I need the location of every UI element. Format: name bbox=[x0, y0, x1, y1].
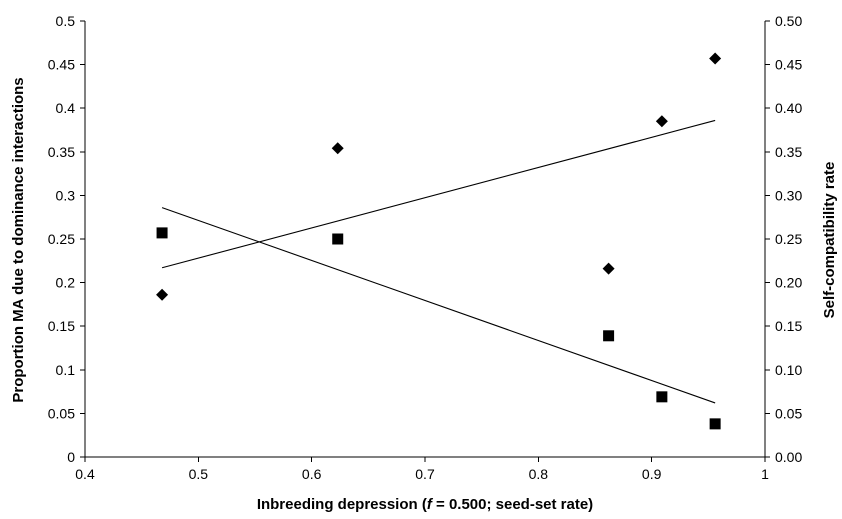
diamond-point bbox=[709, 52, 722, 65]
y-axis-left-title: Proportion MA due to dominance interacti… bbox=[10, 77, 27, 402]
trendlines bbox=[161, 119, 716, 404]
y-left-tick-label: 0.2 bbox=[56, 275, 76, 291]
x-axis-title-part-2: = 0.500; seed-set rate) bbox=[432, 496, 593, 513]
diamond-point bbox=[331, 142, 344, 155]
y-axis-right-title: Self-compatibility rate bbox=[821, 162, 838, 319]
y-left-tick-label: 0.5 bbox=[56, 13, 76, 29]
diamond-series-trendline bbox=[161, 119, 716, 269]
y-right-tick-label: 0.40 bbox=[775, 100, 802, 116]
axes bbox=[80, 20, 770, 462]
y-right-tick-label: 0.30 bbox=[775, 187, 802, 203]
y-left-tick-label: 0.4 bbox=[56, 100, 76, 116]
y-right-tick-label: 0.50 bbox=[775, 13, 802, 29]
y-left-tick-label: 0.35 bbox=[48, 144, 75, 160]
x-tick-label: 0.8 bbox=[529, 466, 549, 482]
y-right-tick-label: 0.10 bbox=[775, 362, 802, 378]
data-points bbox=[156, 52, 722, 430]
y-left-tick-label: 0 bbox=[67, 449, 75, 465]
y-right-tick-label: 0.35 bbox=[775, 144, 802, 160]
y-left-tick-label: 0.25 bbox=[48, 231, 75, 247]
y-right-tick-label: 0.15 bbox=[775, 318, 802, 334]
y-left-tick-label: 0.05 bbox=[48, 405, 75, 421]
x-axis-title: Inbreeding depression (f = 0.500; seed-s… bbox=[257, 496, 593, 513]
square-point bbox=[603, 330, 615, 342]
square-series-trendline bbox=[161, 207, 716, 404]
x-axis-title-variable: f bbox=[427, 496, 434, 513]
tick-labels: 0.4 0.5 0.6 0.7 0.8 0.9 1 0 0.05 0.1 0.15 0.2 0.25 0.… bbox=[48, 13, 803, 482]
x-axis-title-part-1: Inbreeding depression ( bbox=[257, 496, 427, 513]
x-tick-label: 0.4 bbox=[75, 466, 95, 482]
y-left-tick-label: 0.45 bbox=[48, 57, 75, 73]
square-point bbox=[156, 227, 168, 239]
diamond-point bbox=[156, 288, 169, 301]
square-point bbox=[332, 233, 344, 245]
x-tick-label: 0.7 bbox=[415, 466, 435, 482]
x-tick-label: 0.6 bbox=[302, 466, 322, 482]
square-point bbox=[709, 418, 721, 430]
y-left-tick-label: 0.1 bbox=[56, 362, 76, 378]
x-tick-label: 0.5 bbox=[189, 466, 209, 482]
y-right-tick-label: 0.25 bbox=[775, 231, 802, 247]
square-point bbox=[656, 391, 668, 403]
x-tick-label: 1 bbox=[761, 466, 769, 482]
y-right-tick-label: 0.00 bbox=[775, 449, 802, 465]
y-left-tick-label: 0.3 bbox=[56, 187, 76, 203]
y-right-tick-label: 0.45 bbox=[775, 57, 802, 73]
x-tick-label: 0.9 bbox=[642, 466, 662, 482]
diamond-point bbox=[602, 262, 615, 275]
y-right-tick-label: 0.20 bbox=[775, 275, 802, 291]
y-right-tick-label: 0.05 bbox=[775, 405, 802, 421]
y-left-tick-label: 0.15 bbox=[48, 318, 75, 334]
diamond-point bbox=[655, 115, 668, 128]
